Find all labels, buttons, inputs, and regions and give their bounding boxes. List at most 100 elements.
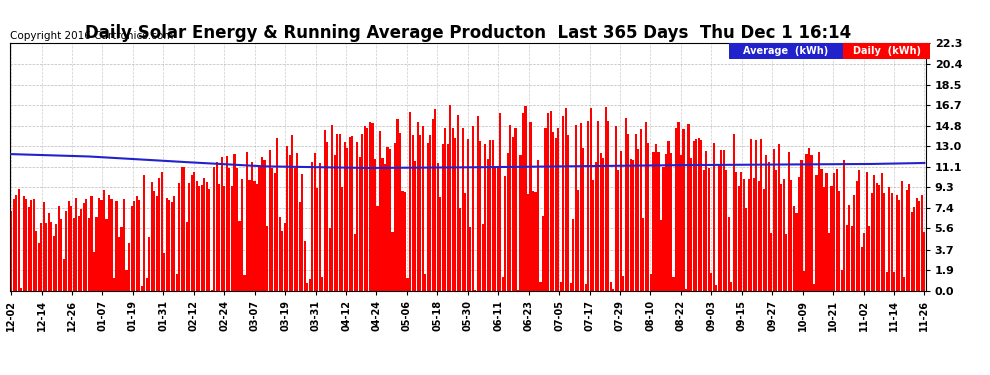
Bar bbox=[587, 121, 589, 291]
Bar bbox=[271, 168, 273, 291]
Bar bbox=[745, 208, 747, 291]
Bar bbox=[615, 126, 617, 291]
Bar bbox=[116, 201, 118, 291]
Bar bbox=[449, 105, 451, 291]
Bar bbox=[226, 156, 228, 291]
Bar bbox=[695, 140, 697, 291]
Bar bbox=[863, 233, 865, 291]
Bar bbox=[391, 232, 394, 291]
Bar bbox=[90, 196, 92, 291]
Bar bbox=[442, 144, 444, 291]
Bar bbox=[816, 175, 818, 291]
Bar bbox=[201, 185, 203, 291]
Bar bbox=[785, 234, 787, 291]
Bar bbox=[833, 173, 836, 291]
Bar bbox=[170, 202, 173, 291]
Bar bbox=[474, 290, 476, 291]
Bar bbox=[687, 124, 690, 291]
Bar bbox=[173, 196, 175, 291]
Bar bbox=[569, 282, 571, 291]
Bar bbox=[10, 211, 12, 291]
Bar bbox=[126, 270, 128, 291]
Bar bbox=[685, 289, 687, 291]
Bar bbox=[728, 217, 730, 291]
Bar bbox=[206, 182, 208, 291]
Bar bbox=[574, 124, 577, 291]
Bar bbox=[250, 162, 253, 291]
Bar bbox=[477, 116, 479, 291]
Bar bbox=[28, 207, 30, 291]
Bar bbox=[364, 126, 366, 291]
Bar bbox=[494, 168, 496, 291]
Bar bbox=[111, 200, 113, 291]
Bar bbox=[351, 136, 353, 291]
Bar bbox=[780, 184, 782, 291]
Bar bbox=[327, 142, 329, 291]
Bar bbox=[108, 195, 110, 291]
Bar bbox=[585, 284, 587, 291]
Bar bbox=[605, 107, 607, 291]
Bar bbox=[131, 206, 133, 291]
Bar bbox=[479, 141, 481, 291]
Bar bbox=[445, 128, 446, 291]
Bar bbox=[693, 141, 695, 291]
Bar bbox=[826, 173, 828, 291]
Bar bbox=[100, 200, 103, 291]
Bar bbox=[234, 154, 236, 291]
Bar bbox=[409, 112, 411, 291]
Bar bbox=[778, 144, 780, 291]
Bar bbox=[811, 154, 813, 291]
Bar bbox=[620, 151, 622, 291]
Bar bbox=[773, 149, 775, 291]
Bar bbox=[504, 176, 507, 291]
Bar bbox=[795, 213, 798, 291]
Bar bbox=[554, 138, 556, 291]
Bar bbox=[499, 113, 502, 291]
Bar bbox=[657, 152, 659, 291]
Bar bbox=[891, 193, 893, 291]
Bar bbox=[703, 170, 705, 291]
Bar bbox=[675, 128, 677, 291]
Bar bbox=[379, 131, 381, 291]
Bar bbox=[188, 183, 190, 291]
Bar bbox=[914, 207, 916, 291]
Bar bbox=[537, 160, 540, 291]
Bar bbox=[219, 184, 221, 291]
Bar bbox=[515, 128, 517, 291]
Bar bbox=[67, 201, 70, 291]
Bar bbox=[361, 134, 363, 291]
Bar bbox=[268, 150, 270, 291]
Bar bbox=[241, 179, 243, 291]
Bar bbox=[348, 137, 350, 291]
Bar bbox=[800, 160, 803, 291]
Bar bbox=[582, 148, 584, 291]
Bar bbox=[853, 195, 855, 291]
Bar bbox=[552, 132, 554, 291]
Bar bbox=[464, 193, 466, 291]
Bar bbox=[510, 125, 512, 291]
Bar bbox=[133, 201, 136, 291]
Bar bbox=[527, 194, 529, 291]
Bar bbox=[394, 143, 396, 291]
Bar bbox=[148, 237, 150, 291]
Bar bbox=[33, 200, 35, 291]
Bar bbox=[715, 285, 717, 291]
Bar bbox=[881, 172, 883, 291]
Bar bbox=[649, 274, 652, 291]
Bar bbox=[231, 186, 233, 291]
Bar bbox=[123, 199, 125, 291]
Bar bbox=[484, 144, 486, 291]
Bar bbox=[52, 236, 54, 291]
Bar bbox=[823, 187, 825, 291]
Bar bbox=[30, 200, 33, 291]
Bar bbox=[175, 274, 178, 291]
Bar bbox=[760, 139, 762, 291]
Bar bbox=[261, 157, 263, 291]
Bar bbox=[75, 198, 77, 291]
Bar bbox=[770, 233, 772, 291]
Bar bbox=[371, 123, 373, 291]
Bar bbox=[186, 222, 188, 291]
Bar bbox=[356, 142, 358, 291]
Bar bbox=[903, 277, 906, 291]
Bar bbox=[592, 180, 594, 291]
